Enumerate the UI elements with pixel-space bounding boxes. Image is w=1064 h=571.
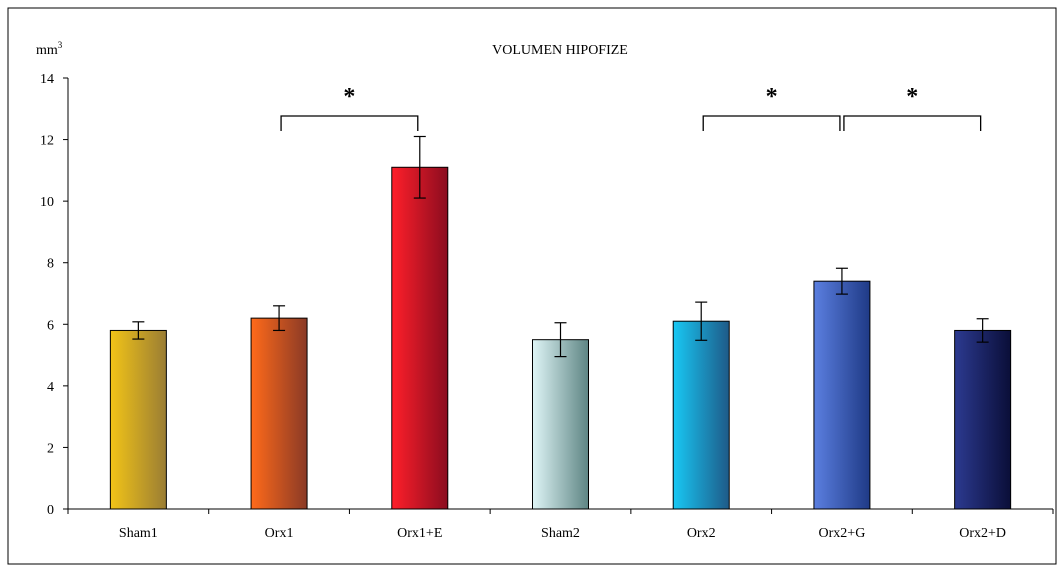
y-tick-label: 8 — [47, 257, 54, 272]
y-tick-label: 10 — [40, 195, 54, 210]
significance-star: * — [766, 84, 778, 110]
axes: 0 2 4 6 8 10 12 14 Sham1 Orx1 Orx1+E Sham2 Orx2 Orx2+… — [40, 72, 1054, 541]
significance-group: * * * — [280, 84, 982, 131]
y-tick-label: 6 — [47, 318, 54, 333]
y-tick-label: 2 — [47, 441, 54, 456]
y-tick-label: 14 — [40, 72, 54, 87]
error-bars-group — [132, 135, 989, 358]
bar-orx1-e — [391, 166, 449, 510]
significance-bracket — [702, 115, 841, 131]
x-tick-label: Orx1 — [265, 526, 294, 541]
bar-orx1 — [250, 317, 308, 510]
y-tick-label: 12 — [40, 134, 54, 149]
significance-bracket — [843, 115, 982, 131]
x-tick-label: Sham2 — [541, 526, 580, 541]
bar-orx2-g — [813, 280, 871, 510]
bar-orx2-d — [954, 329, 1012, 510]
significance-star: * — [343, 84, 355, 110]
significance-star: * — [906, 84, 918, 110]
x-tick-label: Sham1 — [119, 526, 158, 541]
y-tick-label: 4 — [47, 380, 54, 395]
x-tick-label: Orx2+G — [819, 526, 866, 541]
significance-bracket — [280, 115, 419, 131]
y-axis-label: mm3 — [36, 40, 63, 58]
y-tick-label: 0 — [47, 503, 54, 518]
bars-group — [109, 166, 1012, 510]
bar-sham2 — [532, 339, 589, 510]
x-tick-label: Orx1+E — [397, 526, 442, 541]
x-tick-label: Orx2+D — [959, 526, 1006, 541]
bar-orx2 — [672, 320, 730, 510]
bar-sham1 — [109, 329, 167, 510]
chart-title: VOLUMEN HIPOFIZE — [492, 43, 628, 58]
x-tick-label: Orx2 — [687, 526, 716, 541]
